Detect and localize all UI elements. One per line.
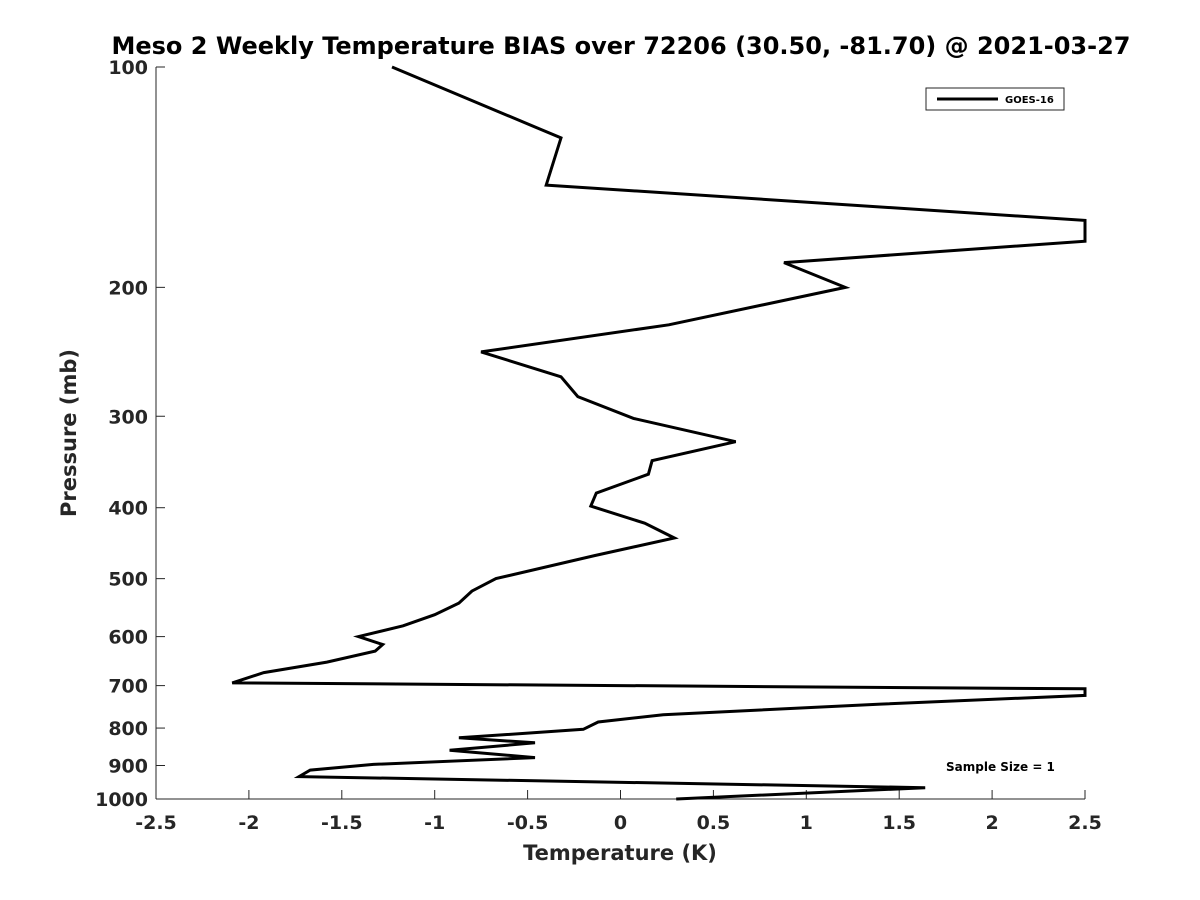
x-tick-label: 2 xyxy=(985,812,998,834)
x-tick-label: -1.5 xyxy=(321,812,363,834)
y-axis-label: Pressure (mb) xyxy=(57,349,81,517)
chart-title: Meso 2 Weekly Temperature BIAS over 7220… xyxy=(111,32,1130,60)
x-tick-label: 1.5 xyxy=(882,812,916,834)
series-line-goes-16 xyxy=(231,65,1087,801)
y-tick-label: 300 xyxy=(108,406,148,428)
y-tick-label: 500 xyxy=(108,569,148,591)
legend: GOES-16 xyxy=(925,87,1065,111)
x-tick-label: 2.5 xyxy=(1068,812,1102,834)
x-axis-ticks: -2.5 -2 -1.5 -1 -0.5 0 0.5 1 1.5 2 2.5 xyxy=(135,790,1102,834)
x-tick-label: -2 xyxy=(238,812,259,834)
y-tick-label: 400 xyxy=(108,498,148,520)
x-tick-label: 0 xyxy=(614,812,627,834)
x-tick-label: -0.5 xyxy=(507,812,549,834)
legend-label-goes-16: GOES-16 xyxy=(1005,95,1054,106)
sample-size-annotation: Sample Size = 1 xyxy=(946,760,1055,774)
y-tick-label: 100 xyxy=(108,57,148,79)
y-axis-ticks: 100 200 300 400 500 600 700 800 900 1000 xyxy=(95,57,165,811)
y-tick-label: 800 xyxy=(108,718,148,740)
x-tick-label: -1 xyxy=(424,812,445,834)
x-axis-label: Temperature (K) xyxy=(523,841,717,865)
x-tick-label: -2.5 xyxy=(135,812,177,834)
x-tick-label: 0.5 xyxy=(697,812,731,834)
series-layer xyxy=(231,65,1087,801)
y-tick-label: 600 xyxy=(108,627,148,649)
y-tick-label: 1000 xyxy=(95,789,148,811)
y-tick-label: 900 xyxy=(108,756,148,778)
y-tick-label: 200 xyxy=(108,277,148,299)
x-tick-label: 1 xyxy=(800,812,813,834)
y-tick-label: 700 xyxy=(108,676,148,698)
